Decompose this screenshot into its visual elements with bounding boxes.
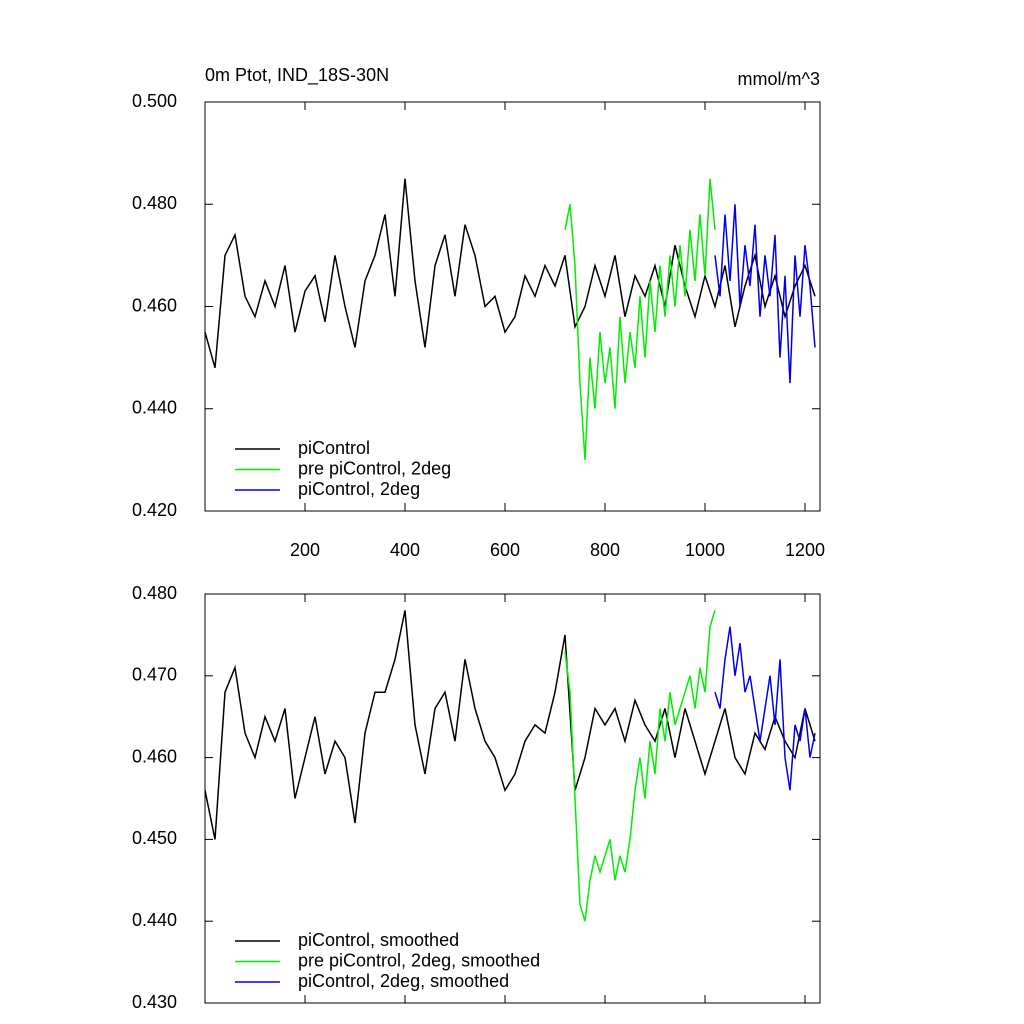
legend-label: piControl, 2deg: [298, 479, 420, 499]
y-tick-label: 0.480: [132, 583, 177, 603]
chart-title: 0m Ptot, IND_18S-30N: [205, 65, 389, 86]
y-tick-label: 0.470: [132, 665, 177, 685]
legend-label: piControl, smoothed: [298, 930, 459, 950]
series-line: [204, 178, 816, 369]
legend-label: piControl: [298, 438, 370, 458]
series-line: [714, 626, 816, 791]
legend-label: pre piControl, 2deg: [298, 458, 451, 478]
x-tick-label: 600: [490, 540, 520, 560]
y-tick-label: 0.430: [132, 992, 177, 1012]
x-tick-label: 1000: [685, 540, 725, 560]
y-tick-label: 0.440: [132, 398, 177, 418]
x-tick-label: 800: [590, 540, 620, 560]
series-line: [204, 610, 816, 840]
x-tick-label: 400: [390, 540, 420, 560]
legend-label: piControl, 2deg, smoothed: [298, 971, 509, 991]
y-tick-label: 0.460: [132, 295, 177, 315]
y-tick-label: 0.500: [132, 91, 177, 111]
x-tick-label: 1200: [785, 540, 825, 560]
y-tick-label: 0.450: [132, 828, 177, 848]
legend-label: pre piControl, 2deg, smoothed: [298, 950, 540, 970]
y-tick-label: 0.440: [132, 910, 177, 930]
y-tick-label: 0.480: [132, 193, 177, 213]
x-tick-label: 200: [290, 540, 320, 560]
series-line: [564, 610, 716, 922]
y-tick-label: 0.420: [132, 500, 177, 520]
y-tick-label: 0.460: [132, 746, 177, 766]
series-line: [714, 204, 816, 384]
series-line: [564, 178, 716, 460]
plot-frame: [204, 593, 821, 1004]
units-label: mmol/m^3: [738, 69, 820, 89]
